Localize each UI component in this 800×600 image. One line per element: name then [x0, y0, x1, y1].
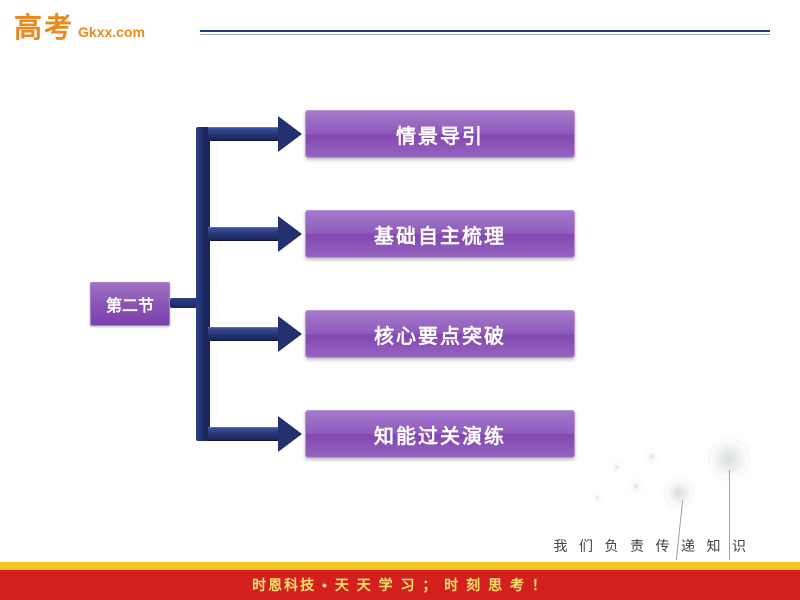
footer-bar: 时恩科技 • 天 天 学 习 ； 时 刻 思 考 ！ — [0, 570, 800, 600]
branch-arrow — [208, 316, 302, 352]
diagram-trunk — [196, 127, 210, 441]
header-rule-secondary — [200, 34, 770, 35]
branch-box-3: 知能过关演练 — [305, 410, 575, 458]
footer-accent-bar — [0, 562, 800, 570]
branch-box-0: 情景导引 — [305, 110, 575, 158]
trunk-root-connector — [170, 298, 198, 308]
header-rule-primary — [200, 30, 770, 32]
root-label: 第二节 — [106, 292, 154, 316]
tagline: 我 们 负 责 传 递 知 识 — [554, 536, 751, 556]
branch-label: 基础自主梳理 — [374, 220, 506, 249]
site-logo: 高考 Gkxx.com — [14, 6, 145, 46]
branch-arrow — [208, 216, 302, 252]
branch-arrow — [208, 116, 302, 152]
branch-label: 核心要点突破 — [374, 320, 506, 349]
header: 高考 Gkxx.com — [0, 0, 800, 50]
branch-label: 知能过关演练 — [374, 420, 506, 449]
logo-english: Gkxx.com — [78, 24, 145, 40]
branch-label: 情景导引 — [396, 120, 484, 149]
branch-box-2: 核心要点突破 — [305, 310, 575, 358]
branch-arrow — [208, 416, 302, 452]
footer-text: 时恩科技 • 天 天 学 习 ； 时 刻 思 考 ！ — [252, 575, 548, 595]
logo-chinese: 高考 — [14, 6, 74, 46]
branch-box-1: 基础自主梳理 — [305, 210, 575, 258]
root-node: 第二节 — [90, 282, 170, 326]
